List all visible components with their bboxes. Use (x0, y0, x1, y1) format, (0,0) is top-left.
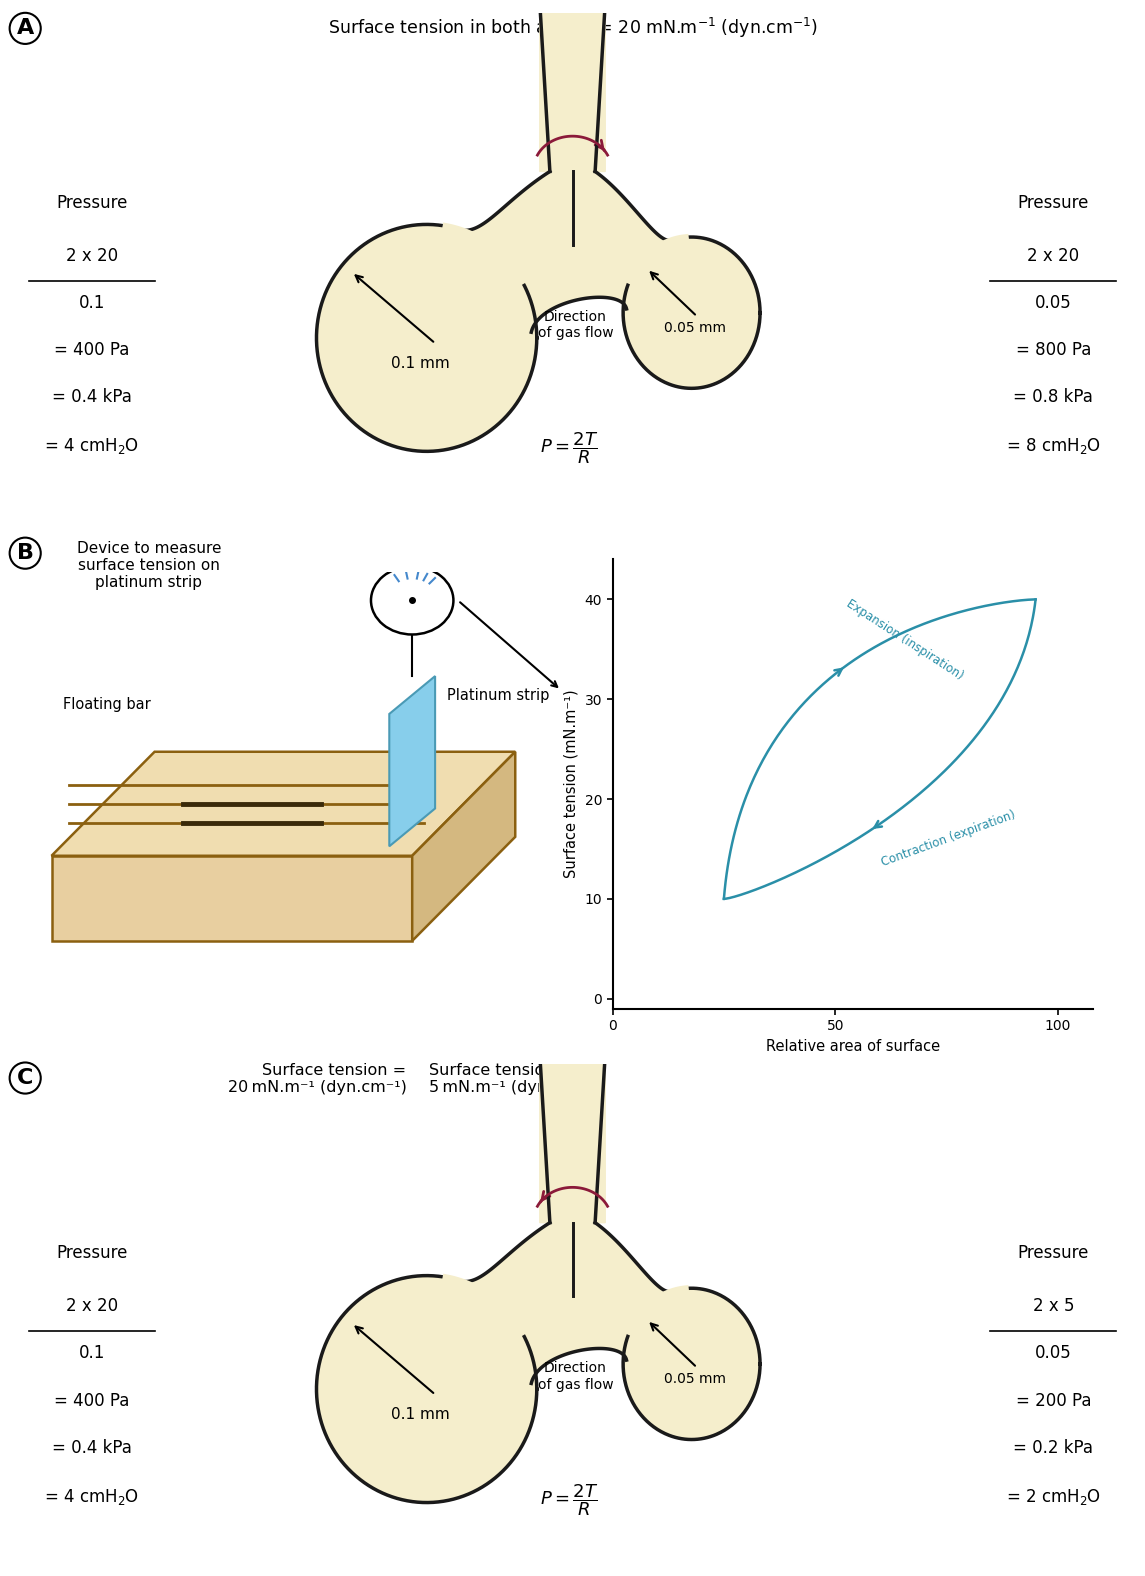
Text: = 4 cmH$_2$O: = 4 cmH$_2$O (44, 1486, 140, 1507)
Text: C: C (17, 1069, 33, 1087)
Text: 0.1: 0.1 (78, 1344, 105, 1362)
Text: = 400 Pa: = 400 Pa (54, 340, 129, 359)
Text: Pressure: Pressure (1018, 194, 1089, 213)
Text: = 2 cmH$_2$O: = 2 cmH$_2$O (1005, 1486, 1101, 1507)
Text: Floating bar: Floating bar (63, 697, 151, 712)
Text: B: B (17, 544, 33, 563)
Text: = 4 cmH$_2$O: = 4 cmH$_2$O (44, 435, 140, 455)
Text: A: A (16, 19, 34, 38)
Circle shape (371, 566, 453, 635)
Text: 0.05 mm: 0.05 mm (664, 1373, 726, 1385)
Polygon shape (389, 676, 435, 846)
Text: Contraction (expiration): Contraction (expiration) (879, 808, 1018, 870)
Text: $P=\dfrac{2T}{R}$: $P=\dfrac{2T}{R}$ (540, 430, 599, 466)
Text: = 800 Pa: = 800 Pa (1016, 340, 1091, 359)
Polygon shape (316, 1054, 760, 1388)
Text: Device to measure
surface tension on
platinum strip: Device to measure surface tension on pla… (77, 541, 221, 591)
Ellipse shape (316, 1275, 537, 1502)
Text: Expansion (inspiration): Expansion (inspiration) (844, 597, 965, 682)
Text: = 0.4 kPa: = 0.4 kPa (52, 1439, 132, 1458)
Text: = 200 Pa: = 200 Pa (1016, 1392, 1091, 1411)
Y-axis label: Surface tension (mN.m⁻¹): Surface tension (mN.m⁻¹) (564, 690, 579, 878)
Text: = 8 cmH$_2$O: = 8 cmH$_2$O (1005, 435, 1101, 455)
Text: 0.1 mm: 0.1 mm (392, 1407, 450, 1422)
Ellipse shape (623, 1288, 760, 1439)
Ellipse shape (316, 224, 537, 451)
Text: = 0.8 kPa: = 0.8 kPa (1013, 388, 1093, 407)
Text: 0.05: 0.05 (1035, 1344, 1072, 1362)
Text: = 0.4 kPa: = 0.4 kPa (52, 388, 132, 407)
Text: = 0.2 kPa: = 0.2 kPa (1013, 1439, 1093, 1458)
Polygon shape (412, 752, 515, 941)
Text: Pressure: Pressure (1018, 1245, 1089, 1262)
Text: Platinum strip: Platinum strip (447, 687, 548, 703)
Text: 2 x 20: 2 x 20 (65, 247, 118, 265)
Text: Direction
of gas flow: Direction of gas flow (538, 310, 614, 340)
Polygon shape (52, 752, 515, 856)
Text: 0.05: 0.05 (1035, 293, 1072, 312)
Text: Pressure: Pressure (56, 194, 127, 213)
Polygon shape (316, 3, 760, 337)
Text: 2 x 20: 2 x 20 (65, 1297, 118, 1314)
Text: 2 x 5: 2 x 5 (1033, 1297, 1074, 1314)
Text: Surface tension =
5 mN.m⁻¹ (dyn.cm⁻¹): Surface tension = 5 mN.m⁻¹ (dyn.cm⁻¹) (429, 1062, 598, 1095)
Text: = 400 Pa: = 400 Pa (54, 1392, 129, 1411)
Text: 0.1 mm: 0.1 mm (392, 356, 450, 370)
Ellipse shape (623, 236, 760, 388)
Text: 0.05 mm: 0.05 mm (664, 322, 726, 334)
Polygon shape (52, 856, 412, 941)
Text: Direction
of gas flow: Direction of gas flow (538, 1362, 614, 1392)
Text: Surface tension =
20 mN.m⁻¹ (dyn.cm⁻¹): Surface tension = 20 mN.m⁻¹ (dyn.cm⁻¹) (228, 1062, 406, 1095)
Text: Surface tension in both alveoli = 20 mN.m$^{-1}$ (dyn.cm$^{-1}$): Surface tension in both alveoli = 20 mN.… (327, 16, 818, 39)
Text: $P=\dfrac{2T}{R}$: $P=\dfrac{2T}{R}$ (540, 1481, 599, 1518)
X-axis label: Relative area of surface: Relative area of surface (766, 1039, 940, 1054)
Text: 2 x 20: 2 x 20 (1027, 247, 1080, 265)
Text: Pressure: Pressure (56, 1245, 127, 1262)
Text: 0.1: 0.1 (78, 293, 105, 312)
